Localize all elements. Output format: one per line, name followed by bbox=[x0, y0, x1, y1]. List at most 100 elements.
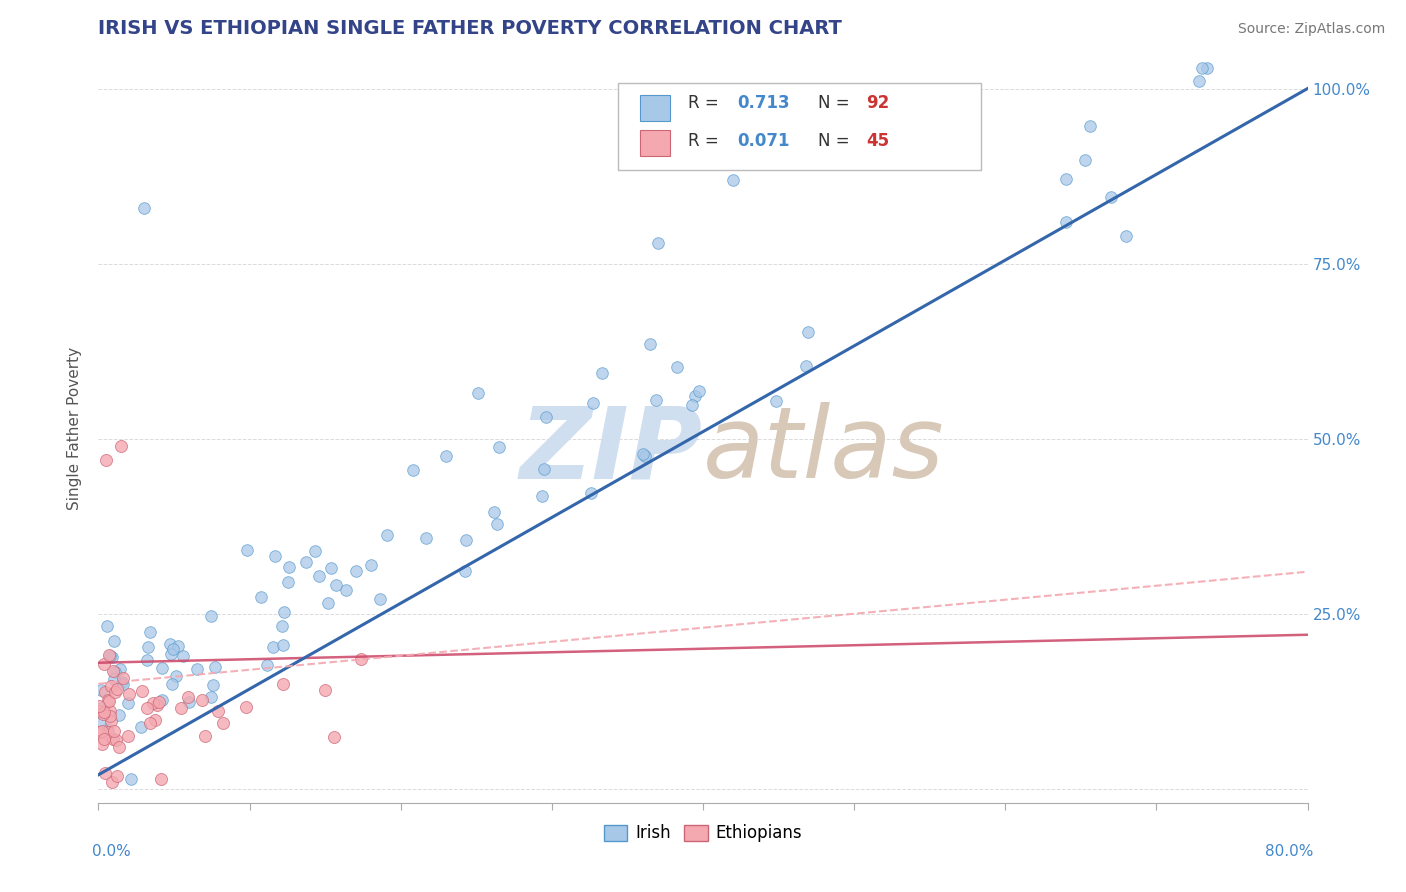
Point bbox=[634, 449, 657, 463]
Point bbox=[485, 516, 508, 531]
Point bbox=[93, 657, 115, 671]
Point bbox=[103, 672, 125, 686]
FancyBboxPatch shape bbox=[619, 84, 981, 169]
Point bbox=[797, 325, 820, 339]
Point bbox=[434, 449, 457, 463]
Point bbox=[94, 452, 117, 467]
Point bbox=[638, 336, 661, 351]
Point bbox=[273, 605, 295, 619]
Text: R =: R = bbox=[689, 132, 724, 150]
Point bbox=[321, 561, 343, 575]
Point bbox=[136, 652, 159, 666]
Point bbox=[304, 543, 326, 558]
Point bbox=[534, 409, 557, 424]
Point bbox=[105, 682, 128, 697]
Point bbox=[191, 692, 214, 706]
Point bbox=[98, 704, 121, 718]
Point bbox=[681, 398, 703, 412]
Point bbox=[194, 729, 217, 743]
Point bbox=[101, 664, 124, 678]
Point bbox=[325, 578, 347, 592]
Point bbox=[277, 560, 299, 574]
Point bbox=[375, 528, 398, 542]
Point bbox=[295, 555, 318, 569]
Point bbox=[143, 713, 166, 727]
Point bbox=[647, 235, 669, 250]
Point bbox=[204, 660, 226, 674]
Point bbox=[149, 772, 172, 786]
Point bbox=[103, 634, 125, 648]
Point bbox=[314, 683, 336, 698]
Point bbox=[172, 648, 194, 663]
Point bbox=[688, 384, 710, 398]
Point bbox=[105, 769, 128, 783]
Legend: Irish, Ethiopians: Irish, Ethiopians bbox=[595, 816, 811, 851]
Point bbox=[591, 366, 613, 380]
Point bbox=[101, 731, 124, 746]
Point bbox=[1115, 228, 1137, 243]
Point bbox=[488, 441, 510, 455]
Point bbox=[644, 392, 666, 407]
Text: Source: ZipAtlas.com: Source: ZipAtlas.com bbox=[1237, 22, 1385, 37]
Point bbox=[132, 201, 155, 215]
Point bbox=[150, 693, 173, 707]
Point bbox=[111, 675, 134, 690]
Point bbox=[454, 564, 477, 578]
Point bbox=[202, 678, 225, 692]
Point bbox=[264, 549, 287, 563]
Point bbox=[103, 723, 125, 738]
Point bbox=[90, 682, 112, 697]
Point bbox=[117, 696, 139, 710]
Point bbox=[200, 690, 222, 704]
Point bbox=[271, 638, 294, 652]
Point bbox=[91, 724, 114, 739]
Point bbox=[104, 665, 127, 679]
Point bbox=[308, 569, 330, 583]
Point bbox=[91, 737, 114, 751]
Point bbox=[100, 650, 122, 665]
Point bbox=[138, 625, 160, 640]
Text: 0.071: 0.071 bbox=[737, 132, 789, 150]
Point bbox=[415, 531, 437, 545]
Point bbox=[256, 658, 278, 673]
Text: 80.0%: 80.0% bbox=[1265, 844, 1313, 859]
Point bbox=[90, 701, 112, 715]
Point bbox=[148, 695, 170, 709]
Point bbox=[145, 698, 167, 712]
Point bbox=[162, 642, 184, 657]
Point bbox=[271, 677, 294, 691]
Point bbox=[322, 730, 344, 744]
Text: N =: N = bbox=[818, 132, 855, 150]
Text: 45: 45 bbox=[866, 132, 890, 150]
Point bbox=[96, 619, 118, 633]
Point bbox=[368, 592, 391, 607]
Point bbox=[120, 772, 142, 787]
Point bbox=[87, 698, 110, 713]
Point bbox=[270, 619, 292, 633]
Point bbox=[344, 564, 367, 578]
Point bbox=[794, 359, 817, 374]
Point bbox=[1188, 74, 1211, 88]
Point bbox=[98, 694, 121, 708]
Point bbox=[112, 672, 135, 686]
Point bbox=[360, 558, 382, 572]
Y-axis label: Single Father Poverty: Single Father Poverty bbox=[67, 347, 83, 509]
Point bbox=[136, 701, 159, 715]
Point bbox=[235, 543, 257, 558]
Point bbox=[186, 662, 208, 676]
Point bbox=[136, 640, 159, 654]
Point bbox=[1054, 172, 1077, 186]
Point bbox=[235, 699, 257, 714]
Point bbox=[93, 766, 115, 780]
Point bbox=[582, 395, 605, 409]
Point bbox=[1078, 119, 1101, 133]
Point bbox=[139, 715, 162, 730]
Point bbox=[111, 676, 134, 690]
Point bbox=[723, 172, 745, 186]
Text: 92: 92 bbox=[866, 95, 890, 112]
Point bbox=[152, 661, 174, 675]
Point bbox=[89, 725, 111, 739]
Point bbox=[467, 385, 489, 400]
Text: IRISH VS ETHIOPIAN SINGLE FATHER POVERTY CORRELATION CHART: IRISH VS ETHIOPIAN SINGLE FATHER POVERTY… bbox=[98, 19, 842, 38]
Point bbox=[93, 731, 115, 746]
